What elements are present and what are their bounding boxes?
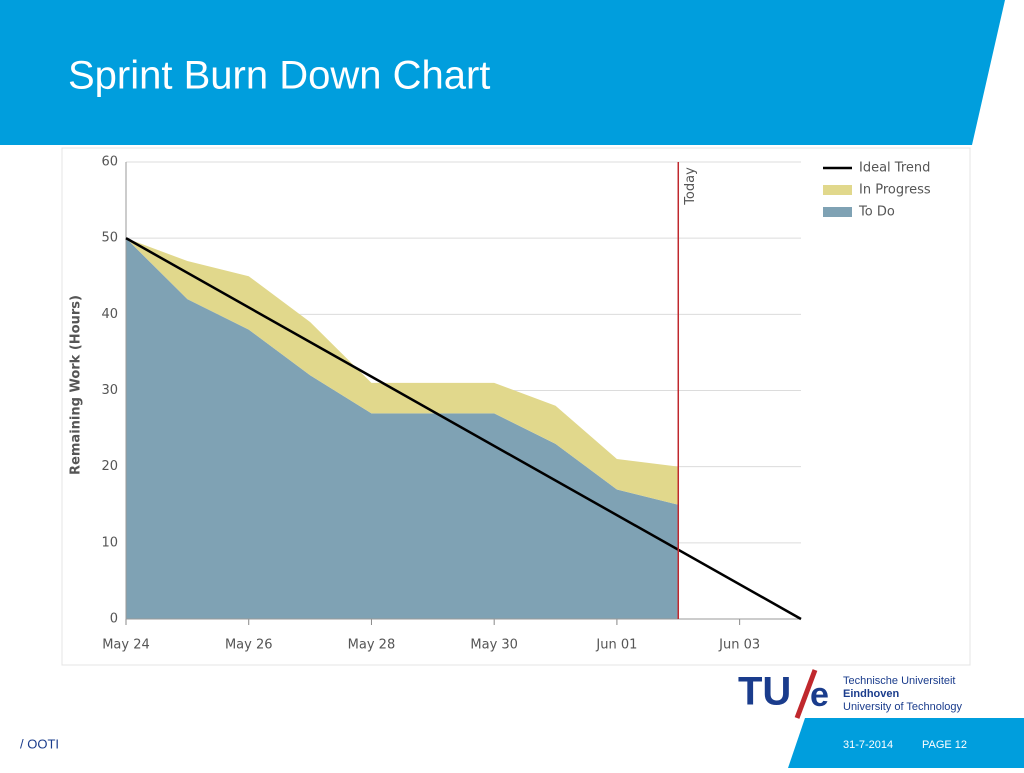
- legend-swatch: [823, 185, 852, 195]
- y-tick-label: 60: [101, 155, 118, 170]
- y-tick-label: 30: [101, 383, 118, 398]
- logo-mark: TU: [738, 670, 791, 714]
- legend-swatch: [823, 207, 852, 217]
- y-tick-label: 40: [101, 307, 118, 322]
- y-axis-label: Remaining Work (Hours): [69, 295, 84, 475]
- slide-title: Sprint Burn Down Chart: [68, 54, 490, 98]
- logo: TU e Technische Universiteit Eindhoven U…: [738, 669, 963, 719]
- footer-band: [788, 718, 1024, 768]
- logo-slash: [794, 669, 818, 719]
- x-tick-label: Jun 03: [718, 638, 760, 653]
- y-tick-label: 10: [101, 535, 118, 550]
- logo-text: Technische Universiteit: [843, 675, 956, 687]
- footer-page: PAGE 12: [922, 739, 967, 751]
- area: [126, 238, 679, 505]
- legend-label: In Progress: [859, 183, 931, 198]
- legend-label: To Do: [858, 205, 895, 220]
- y-tick-label: 0: [110, 612, 118, 627]
- legend-label: Ideal Trend: [859, 161, 930, 176]
- today-label: Today: [683, 167, 698, 206]
- y-tick-label: 20: [101, 459, 118, 474]
- x-tick-label: May 28: [348, 638, 396, 653]
- x-tick-label: May 26: [225, 638, 273, 653]
- footer-date: 31-7-2014: [843, 739, 893, 751]
- logo-mark: e: [810, 676, 829, 714]
- area: [126, 238, 679, 619]
- x-tick-label: May 24: [102, 638, 150, 653]
- logo-text: University of Technology: [843, 701, 963, 713]
- footer-left: / OOTI: [20, 736, 59, 751]
- x-tick-label: May 30: [470, 638, 518, 653]
- logo-text: Eindhoven: [843, 688, 900, 700]
- header-band: [0, 0, 1005, 145]
- y-tick-label: 50: [101, 231, 118, 246]
- x-tick-label: Jun 01: [595, 638, 637, 653]
- trend-line: [125, 237, 802, 621]
